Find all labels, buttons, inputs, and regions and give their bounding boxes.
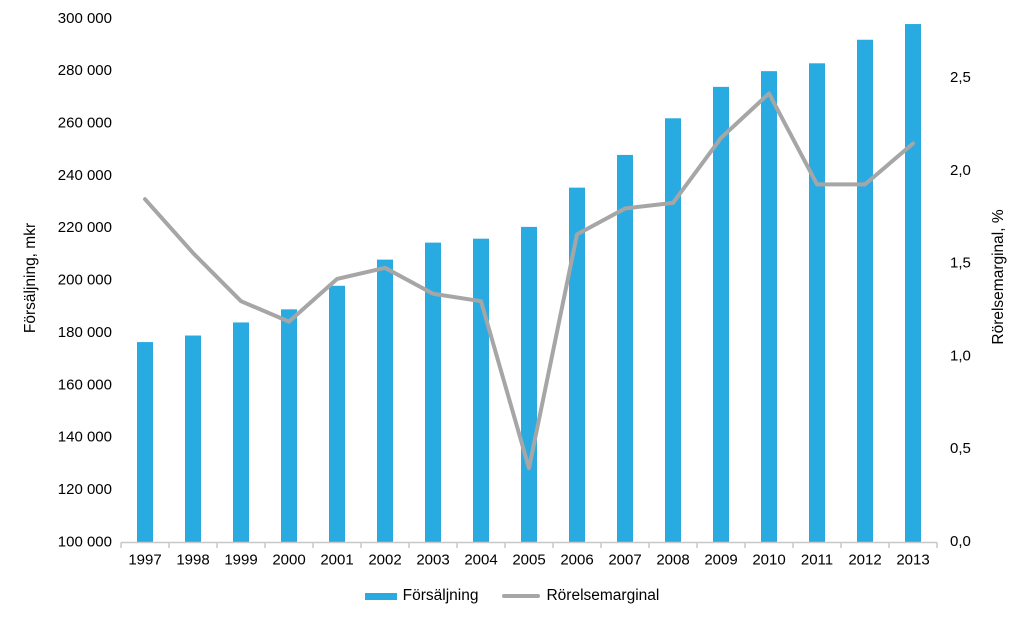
left-axis-tick-label: 200 000: [58, 272, 112, 289]
bar-2005: [521, 226, 537, 543]
bar-2011: [809, 63, 825, 543]
bar-2007: [617, 154, 633, 543]
left-axis-title: Försäljning, mkr: [22, 222, 39, 334]
x-axis-label-2003: 2003: [416, 552, 449, 569]
left-axis-tick-label: 240 000: [58, 167, 112, 184]
bar-2003: [425, 242, 441, 543]
right-axis-title: Rörelsemarginal, %: [990, 209, 1007, 345]
left-axis-tick-label: 120 000: [58, 481, 112, 498]
x-axis-label-2010: 2010: [752, 552, 785, 569]
x-axis-label-2013: 2013: [896, 552, 929, 569]
x-axis-label-2001: 2001: [320, 552, 353, 569]
legend-bar-swatch-icon: [364, 592, 397, 600]
legend: Försäljning Rörelsemarginal: [0, 587, 1024, 605]
right-axis-tick-label: 2,5: [950, 69, 971, 86]
legend-label-rorelsemarginal: Rörelsemarginal: [546, 587, 660, 604]
left-axis-tick-label: 280 000: [58, 62, 112, 79]
bar-2006: [569, 187, 585, 543]
right-axis-tick-label: 1,0: [950, 347, 971, 364]
x-axis-label-2000: 2000: [272, 552, 305, 569]
legend-item-rorelsemarginal: Rörelsemarginal: [502, 587, 659, 605]
x-axis-label-2005: 2005: [512, 552, 545, 569]
bar-1999: [233, 322, 249, 543]
right-axis-tick-label: 1,5: [950, 255, 971, 272]
bar-1997: [137, 342, 153, 543]
x-axis-label-1997: 1997: [128, 552, 161, 569]
x-axis-label-1998: 1998: [176, 552, 209, 569]
right-axis-tick-label: 0,5: [950, 440, 971, 457]
x-axis-label-2002: 2002: [368, 552, 401, 569]
legend-label-forsaljning: Försäljning: [402, 587, 479, 604]
right-axis-tick-label: 2,0: [950, 162, 971, 179]
bar-2000: [281, 309, 297, 543]
x-axis-label-2009: 2009: [704, 552, 737, 569]
x-axis-label-2004: 2004: [464, 552, 497, 569]
bar-1998: [185, 335, 201, 543]
bar-2001: [329, 285, 345, 543]
left-axis-tick-label: 220 000: [58, 219, 112, 236]
bar-2004: [473, 238, 489, 543]
x-axis-label-2012: 2012: [848, 552, 881, 569]
x-axis-label-2006: 2006: [560, 552, 593, 569]
bar-2009: [713, 86, 729, 543]
legend-line-swatch-icon: [502, 594, 541, 598]
bar-2012: [857, 39, 873, 543]
x-axis-label-2008: 2008: [656, 552, 689, 569]
left-axis-tick-label: 140 000: [58, 429, 112, 446]
left-axis-tick-label: 100 000: [58, 533, 112, 550]
x-axis-label-2011: 2011: [801, 552, 833, 569]
left-axis-tick-label: 180 000: [58, 324, 112, 341]
x-axis-label-2007: 2007: [608, 552, 641, 569]
bar-2013: [905, 24, 921, 543]
left-axis-tick-label: 300 000: [58, 10, 112, 27]
bar-2008: [665, 118, 681, 543]
x-axis-label-1999: 1999: [224, 552, 257, 569]
margin-line: [143, 91, 915, 471]
left-axis-tick-label: 260 000: [58, 115, 112, 132]
right-axis-tick-label: 0,0: [950, 533, 971, 550]
legend-item-forsaljning: Försäljning: [364, 587, 479, 605]
bar-2002: [377, 259, 393, 543]
left-axis-tick-label: 160 000: [58, 376, 112, 393]
bar-2010: [761, 71, 777, 543]
